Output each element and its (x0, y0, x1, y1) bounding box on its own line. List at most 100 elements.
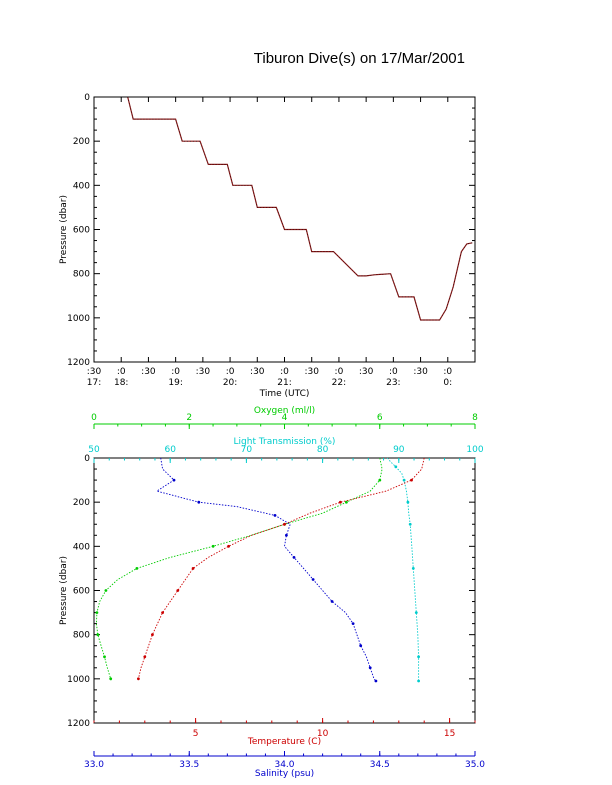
oxygen-tick-label: 6 (377, 413, 383, 423)
temperature-data-point (339, 500, 342, 504)
salinity-data-point (351, 622, 355, 625)
temperature-data-point (410, 478, 413, 482)
x-axis-label: Time (UTC) (259, 389, 310, 399)
salinity-data-point (311, 578, 315, 581)
temperature-data-point (137, 677, 140, 681)
x-tick-label: 21: (277, 378, 291, 388)
temperature-tick-label: 10 (317, 729, 329, 739)
salinity-tick-label: 34.5 (370, 760, 390, 770)
transmission-tick-label: 100 (466, 445, 483, 455)
x-tick-label: 23: (386, 378, 400, 388)
x-tick-label: :0 (171, 367, 180, 377)
salinity-tick-label: 34.0 (274, 760, 294, 770)
salinity-data-point (273, 514, 277, 517)
y-tick-label: 400 (73, 181, 90, 191)
transmission-data-point (394, 465, 398, 469)
temperature-data-point (176, 589, 180, 592)
x-tick-label: :0 (117, 367, 126, 377)
oxygen-data-point (378, 478, 382, 482)
x-tick-label: :0 (280, 367, 289, 377)
x-tick-label: :30 (413, 367, 428, 377)
oxygen-data-point (104, 589, 108, 592)
transmission-tick-label: 80 (317, 445, 329, 455)
salinity-data-point (285, 533, 288, 537)
oxygen-data-point (211, 544, 215, 548)
x-tick-label: 20: (223, 378, 237, 388)
x-tick-label: 22: (332, 378, 346, 388)
transmission-data-point (402, 478, 406, 482)
oxygen-axis-label: Oxygen (ml/l) (254, 406, 315, 416)
temperature-axis-label: Temperature (C) (247, 737, 321, 747)
y-tick-label: 800 (73, 270, 90, 280)
x-tick-label: 0: (443, 378, 452, 388)
temperature-data-point (143, 655, 147, 659)
x-tick-label: :0 (335, 367, 344, 377)
temperature-data-point (151, 633, 154, 637)
temperature-data-point (161, 611, 165, 614)
salinity-axis-label: Salinity (psu) (255, 769, 314, 779)
x-tick-label: :0 (389, 367, 398, 377)
x-tick-label: :30 (359, 367, 374, 377)
oxygen-tick-label: 2 (186, 413, 192, 423)
pressure-series-line (127, 96, 473, 321)
oxygen-data-point (96, 633, 100, 637)
transmission-tick-label: 60 (164, 445, 176, 455)
x-tick-label: :30 (196, 367, 211, 377)
y-tick-label: 0 (84, 454, 90, 464)
salinity-tick-label: 35.0 (465, 760, 485, 770)
salinity-data-point (374, 679, 378, 683)
salinity-data-point (368, 666, 372, 670)
oxygen-data-point (135, 567, 139, 570)
y-tick-label: 400 (73, 542, 90, 552)
temperature-series-line (137, 457, 425, 682)
x-tick-label: :0 (226, 367, 235, 377)
y-tick-label: 800 (73, 631, 90, 641)
oxygen-tick-label: 8 (472, 413, 478, 423)
transmission-tick-label: 70 (241, 445, 253, 455)
transmission-data-point (411, 567, 415, 570)
temperature-tick-label: 5 (193, 729, 199, 739)
x-tick-label: :30 (141, 367, 156, 377)
salinity-data-point (359, 644, 363, 648)
transmission-tick-label: 50 (88, 445, 100, 455)
oxygen-data-point (103, 655, 106, 659)
y-axis-label: Pressure (dbar) (59, 195, 69, 264)
temperature-data-point (191, 567, 195, 570)
oxygen-series-line (95, 457, 383, 682)
salinity-series-line (155, 457, 377, 682)
oxygen-tick-label: 0 (91, 413, 97, 423)
y-tick-label: 200 (73, 137, 90, 147)
salinity-data-point (172, 478, 176, 482)
y-tick-label: 1000 (67, 314, 90, 324)
temperature-data-point (283, 522, 286, 526)
oxygen-data-point (95, 611, 99, 614)
salinity-tick-label: 33.5 (179, 760, 199, 770)
y-tick-label: 1200 (67, 358, 90, 368)
temperature-data-point (227, 544, 231, 548)
salinity-data-point (330, 600, 334, 603)
oxygen-data-point (345, 500, 348, 504)
chart-title: Tiburon Dive(s) on 17/Mar/2001 (253, 50, 465, 67)
y-tick-label: 600 (73, 587, 90, 597)
y-tick-label: 1000 (67, 675, 90, 685)
x-tick-label: 19: (168, 378, 182, 388)
temperature-tick-label: 15 (444, 729, 455, 739)
salinity-data-point (197, 500, 201, 504)
x-tick-label: :0 (443, 367, 452, 377)
x-tick-label: :30 (304, 367, 319, 377)
transmission-tick-label: 90 (393, 445, 405, 455)
y-tick-label: 1200 (67, 719, 90, 729)
y-tick-label: 0 (84, 93, 90, 103)
transmission-data-point (417, 655, 420, 659)
transmission-data-point (414, 611, 418, 614)
x-tick-label: 18: (114, 378, 128, 388)
y-axis-label: Pressure (dbar) (59, 556, 69, 625)
x-tick-label: 17: (87, 378, 101, 388)
salinity-tick-label: 33.0 (84, 760, 104, 770)
oxygen-data-point (109, 677, 113, 681)
y-tick-label: 200 (73, 498, 90, 508)
salinity-data-point (292, 556, 296, 559)
y-tick-label: 600 (73, 226, 90, 236)
